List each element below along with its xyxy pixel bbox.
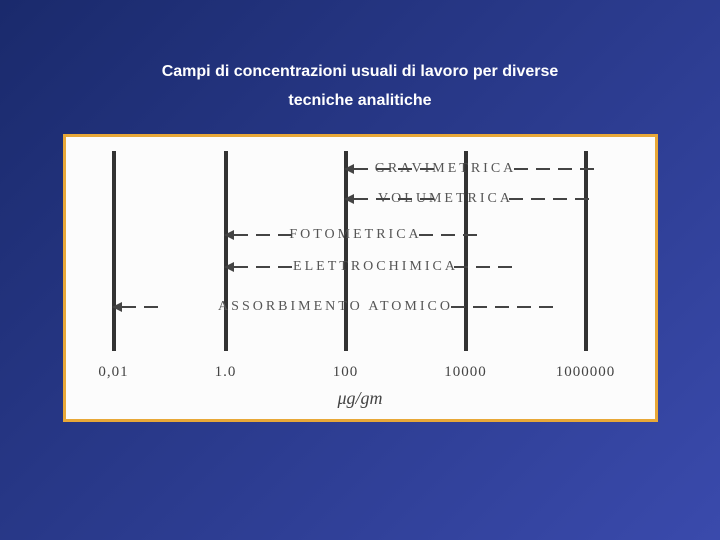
- range-dash: [536, 168, 550, 170]
- range-dash: [144, 306, 158, 308]
- range-dash: [553, 198, 567, 200]
- slide-title: Campi di concentrazioni usuali di lavoro…: [0, 0, 720, 116]
- vline-2: [344, 151, 348, 351]
- technique-label-3: ELETTROCHIMICA: [293, 259, 458, 275]
- axis-label-0: 0,01: [98, 364, 128, 381]
- arrow-left-icon: [224, 262, 234, 272]
- range-dash: [473, 306, 487, 308]
- title-line-2: tecniche analitiche: [0, 87, 720, 116]
- range-dash: [398, 168, 412, 170]
- arrow-left-icon: [224, 230, 234, 240]
- axis-label-1: 1.0: [215, 364, 237, 381]
- vline-3: [464, 151, 468, 351]
- title-line-1: Campi di concentrazioni usuali di lavoro…: [0, 58, 720, 87]
- range-dash: [514, 168, 528, 170]
- vline-0: [112, 151, 116, 351]
- range-dash: [463, 234, 477, 236]
- range-dash: [539, 306, 553, 308]
- range-dash: [256, 234, 270, 236]
- range-dash: [509, 198, 523, 200]
- range-dash: [575, 198, 589, 200]
- range-dash: [451, 306, 465, 308]
- axis-unit: μg/gm: [337, 388, 382, 409]
- range-dash: [419, 234, 433, 236]
- vline-1: [224, 151, 228, 351]
- range-dash: [441, 234, 455, 236]
- range-dash: [495, 306, 509, 308]
- range-dash: [420, 198, 434, 200]
- technique-label-0: GRAVIMETRICA: [375, 161, 517, 177]
- arrow-left-icon: [344, 194, 354, 204]
- range-dash: [517, 306, 531, 308]
- chart-frame: 0,011.0100100001000000μg/gmGRAVIMETRICAV…: [63, 134, 658, 422]
- axis-label-2: 100: [333, 364, 359, 381]
- range-dash: [498, 266, 512, 268]
- range-dash: [256, 266, 270, 268]
- chart-area: 0,011.0100100001000000μg/gmGRAVIMETRICAV…: [66, 137, 655, 419]
- arrow-left-icon: [344, 164, 354, 174]
- range-dash: [354, 168, 368, 170]
- range-dash: [376, 198, 390, 200]
- range-dash: [420, 168, 434, 170]
- range-dash: [234, 266, 248, 268]
- range-dash: [580, 168, 594, 170]
- range-dash: [122, 306, 136, 308]
- axis-label-4: 1000000: [556, 364, 616, 381]
- range-dash: [398, 198, 412, 200]
- range-dash: [278, 234, 292, 236]
- range-dash: [278, 266, 292, 268]
- range-dash: [376, 168, 390, 170]
- range-dash: [531, 198, 545, 200]
- range-dash: [234, 234, 248, 236]
- range-dash: [558, 168, 572, 170]
- arrow-left-icon: [112, 302, 122, 312]
- range-dash: [454, 266, 468, 268]
- range-dash: [354, 198, 368, 200]
- technique-label-2: FOTOMETRICA: [289, 227, 421, 243]
- axis-label-3: 10000: [444, 364, 487, 381]
- range-dash: [476, 266, 490, 268]
- technique-label-4: ASSORBIMENTO ATOMICO: [218, 299, 453, 315]
- vline-4: [584, 151, 588, 351]
